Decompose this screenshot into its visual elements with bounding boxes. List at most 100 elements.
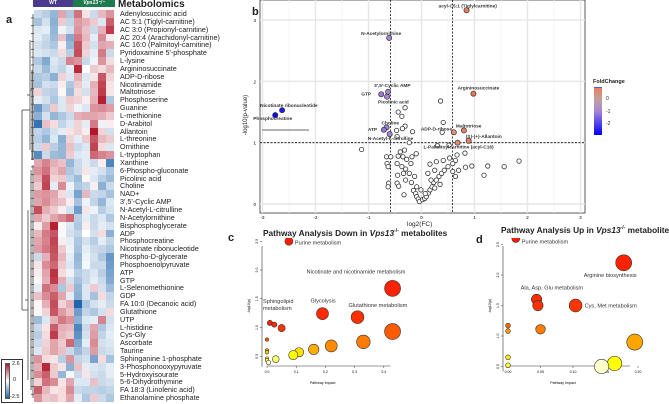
heatmap-cell [82, 127, 90, 136]
point-label: N-Acetylornithine [361, 31, 401, 37]
heatmap-cell [82, 143, 90, 152]
heatmap-cell [106, 268, 114, 277]
heatmap-cell [82, 253, 90, 262]
x-tick-label: 0.05 [537, 370, 544, 374]
heatmap-cell [34, 88, 42, 97]
heatmap-cell [82, 166, 90, 176]
heatmap-cell [34, 182, 42, 191]
heatmap-cell [74, 339, 82, 348]
point-label: Phosphocreatine [253, 116, 292, 122]
heatmap-cell [34, 300, 42, 309]
heatmap-cell [66, 284, 74, 293]
heatmap-cell [66, 394, 74, 403]
data-point [434, 143, 440, 149]
heatmap-cell [34, 237, 42, 246]
heatmap-cell [34, 72, 42, 81]
heatmap-cell [98, 111, 106, 121]
heatmap-cell [50, 260, 58, 270]
heatmap-cell [34, 41, 42, 50]
heatmap-cell [50, 10, 58, 19]
heatmap-row-label: AC 5:1 (Tiglyl-carnitine) [120, 16, 195, 26]
heatmap-cell [106, 158, 114, 168]
heatmap-cell [50, 143, 58, 152]
heatmap-cell [34, 111, 42, 121]
heatmap-cell [50, 158, 58, 168]
data-point [454, 152, 460, 158]
pathway-bubble [532, 299, 544, 311]
heatmap-cell [34, 221, 42, 230]
heatmap-cell [98, 323, 106, 332]
heatmap-cell [66, 276, 74, 285]
heatmap-row-label: ADP-D-ribose [120, 71, 165, 81]
heatmap-cell [98, 213, 106, 223]
heatmap-cell [74, 10, 82, 19]
heatmap-cell [58, 64, 66, 74]
heatmap-cell [42, 111, 50, 121]
heatmap-cell [90, 386, 98, 395]
pathway-bubble [607, 355, 623, 371]
heatmap-cell [98, 96, 106, 105]
heatmap-cell [98, 33, 106, 42]
heatmap-cell [50, 25, 58, 34]
y-tick-label: 0.5 [255, 354, 259, 359]
heatmap-row-label: N-Acetyl-L-citrulline [120, 205, 183, 214]
data-point [404, 156, 410, 162]
heatmap-cell [90, 111, 98, 121]
heatmap-cell [42, 151, 50, 160]
heatmap-cell [42, 362, 50, 372]
point-label: N-Acetyl-L-citrulline [368, 136, 414, 142]
labeled-point [378, 91, 385, 98]
data-point [401, 147, 408, 153]
pathway-bubble [505, 354, 511, 361]
heatmap-cell [74, 213, 82, 223]
heatmap-cell [42, 221, 50, 230]
heatmap-cell [98, 268, 106, 277]
heatmap-cell [106, 17, 114, 27]
heatmap-cell [58, 237, 66, 246]
heatmap-cell [58, 229, 66, 238]
heatmap-row-label: Taurine [120, 346, 144, 356]
pathway-bubble [288, 350, 299, 360]
heatmap-cell [66, 354, 74, 364]
heatmap-cell [106, 315, 114, 324]
heatmap-cell [42, 190, 50, 199]
heatmap-cell [50, 198, 58, 207]
heatmap-cell [42, 88, 50, 97]
y-tick-label: 2.5 [255, 239, 259, 244]
heatmap-cell [106, 276, 114, 285]
colorbar-max: 2.6 [12, 361, 20, 367]
y-tick-label: 0 [253, 202, 256, 207]
heatmap-cell [50, 300, 58, 309]
heatmap-cell [90, 143, 98, 152]
heatmap-cell [34, 158, 42, 168]
heatmap-row-label: UTP [120, 314, 135, 324]
heatmap-cell [82, 49, 90, 58]
heatmap-cell [82, 174, 90, 183]
heatmap-cell [66, 96, 74, 105]
heatmap-cell [74, 370, 82, 379]
heatmap-cell [106, 354, 114, 364]
heatmap-cell [90, 198, 98, 207]
heatmap-cell [90, 362, 98, 372]
heatmap-cell [50, 166, 58, 176]
point-label: ADP-D-ribose [421, 126, 453, 132]
heatmap-cell [74, 307, 82, 317]
x-tick-label: -2 [313, 215, 317, 220]
x-tick-label: 1 [473, 215, 476, 220]
heatmap-cell [74, 64, 82, 74]
data-point [388, 154, 394, 160]
heatmap-row-label: 3',5'-Cyclic AMP [120, 197, 172, 207]
heatmap-cell [90, 284, 98, 293]
title-sup: -/- [620, 225, 626, 231]
heatmap-row-label: Choline [120, 181, 145, 191]
heatmap-cell [106, 64, 114, 74]
heatmap-cell [42, 315, 50, 324]
heatmap-cell [34, 253, 42, 262]
point-label: ATP [368, 127, 378, 133]
heatmap-cell [82, 378, 90, 387]
heatmap-cell [58, 143, 66, 152]
heatmap-cell [66, 386, 74, 395]
heatmap-cell [34, 25, 42, 34]
point-label: Nicotinate ribonucleotide [260, 103, 318, 109]
group-wt: WT [33, 0, 73, 7]
